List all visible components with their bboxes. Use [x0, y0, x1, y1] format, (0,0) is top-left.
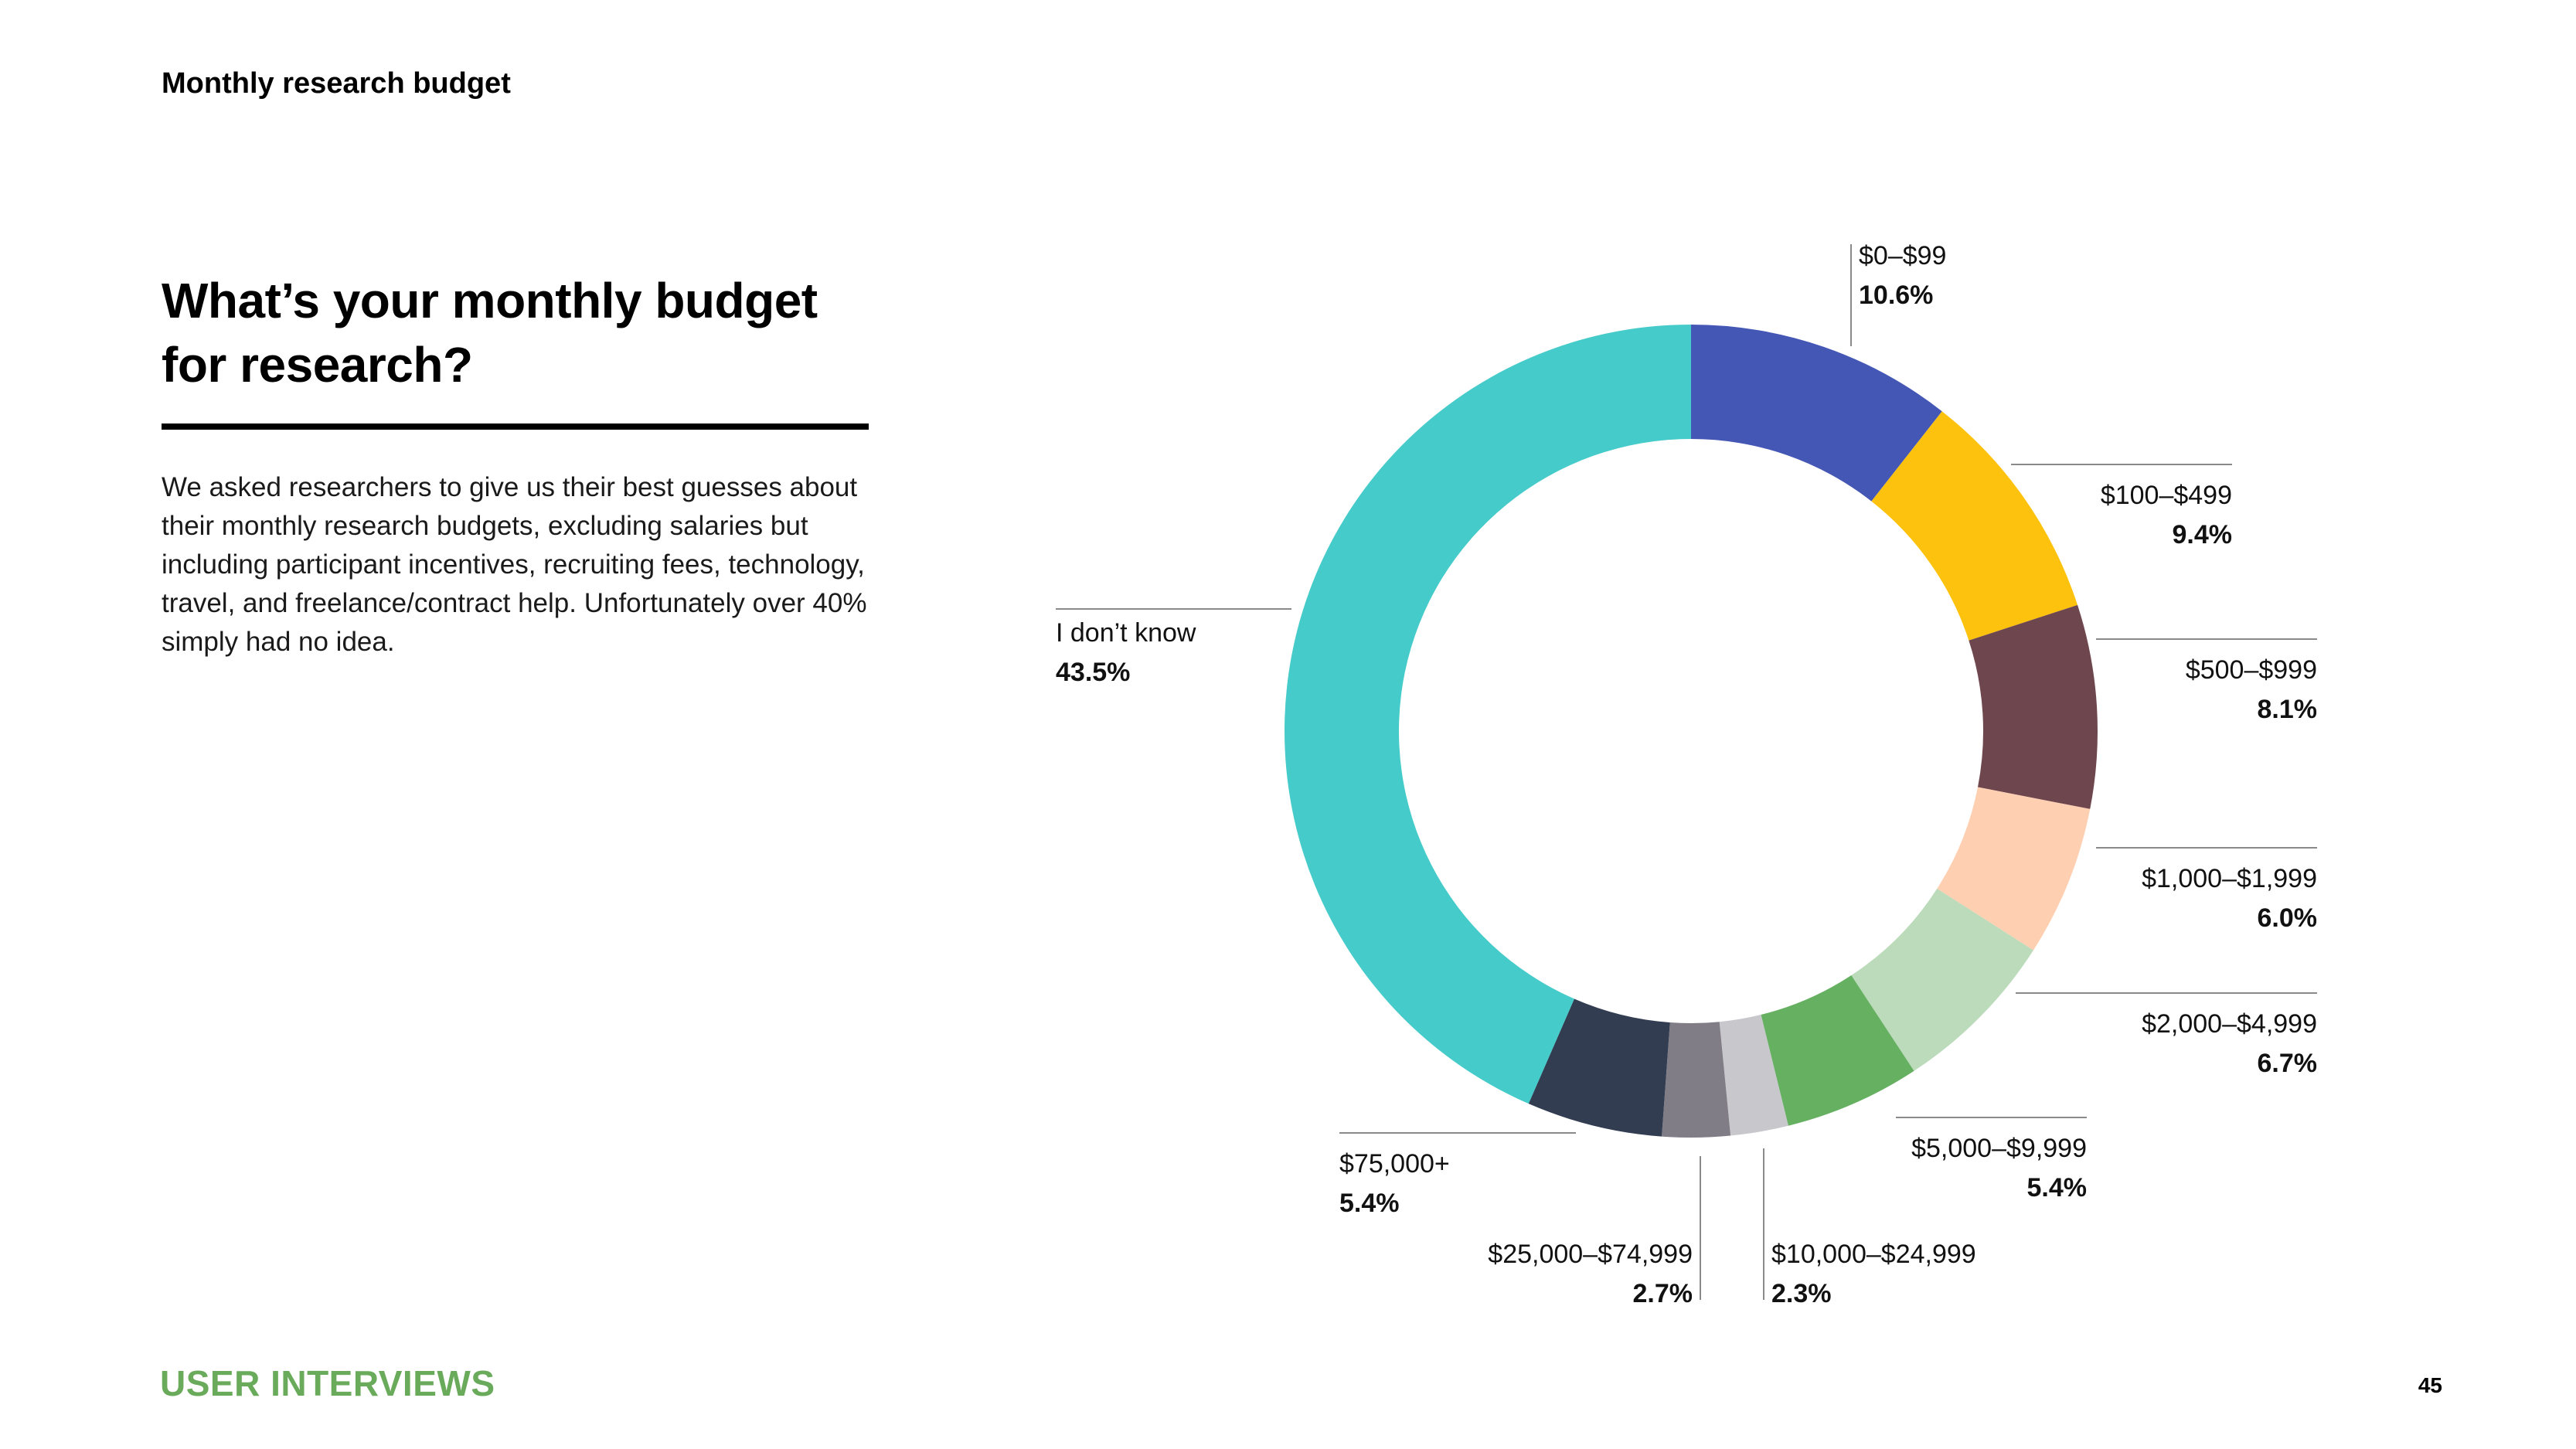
slice-75-000 — [1528, 998, 1670, 1137]
slice-label-25-000-74-999: $25,000–$74,999 — [1488, 1240, 1693, 1269]
slice-label-75-000: $75,000+ — [1339, 1149, 1450, 1179]
slice-value-75-000: 5.4% — [1339, 1189, 1400, 1218]
slice-value-i-don-t-know: 43.5% — [1056, 658, 1130, 687]
slice-value-500-999: 8.1% — [2258, 695, 2318, 724]
slice-value-0-99: 10.6% — [1859, 281, 1933, 310]
intro-paragraph: We asked researchers to give us their be… — [162, 472, 867, 657]
slice-value-25-000-74-999: 2.7% — [1633, 1279, 1693, 1308]
slice-25-000-74-999 — [1662, 1022, 1731, 1138]
slice-500-999 — [1969, 604, 2098, 809]
slice-100-499 — [1871, 411, 2078, 641]
slice-value-1-000-1-999: 6.0% — [2258, 903, 2318, 933]
slice-value-10-000-24-999: 2.3% — [1771, 1279, 1832, 1308]
section-label: Monthly research budget — [162, 67, 511, 100]
headline-divider — [162, 423, 869, 430]
slice-label-100-499: $100–$499 — [2101, 481, 2232, 510]
slice-i-don-t-know — [1284, 325, 1691, 1104]
brand-logo-text: USER INTERVIEWS — [160, 1363, 495, 1403]
slice-label-10-000-24-999: $10,000–$24,999 — [1771, 1240, 1976, 1269]
slice-value-100-499: 9.4% — [2173, 520, 2233, 549]
slice-10-000-24-999 — [1719, 1015, 1788, 1136]
slice-label-500-999: $500–$999 — [2186, 655, 2317, 685]
page-number: 45 — [2418, 1373, 2442, 1397]
slice-value-5-000-9-999: 5.4% — [2027, 1173, 2088, 1202]
slice-label-0-99: $0–$99 — [1859, 241, 1946, 270]
slice-label-2-000-4-999: $2,000–$4,999 — [2142, 1009, 2317, 1039]
slice-5-000-9-999 — [1761, 975, 1914, 1126]
slice-labels: $0–$99 10.6% $100–$499 9.4% $500–$999 8.1% $1,… — [1056, 241, 2317, 1308]
slice-label-i-don-t-know: I don’t know — [1056, 618, 1196, 648]
slice-value-2-000-4-999: 6.7% — [2258, 1049, 2318, 1078]
slice-1-000-1-999 — [1937, 787, 2091, 951]
slice-2-000-4-999 — [1851, 888, 2033, 1071]
slice-label-1-000-1-999: $1,000–$1,999 — [2142, 864, 2317, 893]
label-leader-lines — [1056, 244, 2317, 1300]
slice-0-99 — [1691, 325, 1942, 502]
donut-slices — [1284, 325, 2098, 1138]
slice-label-5-000-9-999: $5,000–$9,999 — [1911, 1134, 2087, 1163]
headline: What’s your monthly budget for research? — [162, 273, 818, 393]
